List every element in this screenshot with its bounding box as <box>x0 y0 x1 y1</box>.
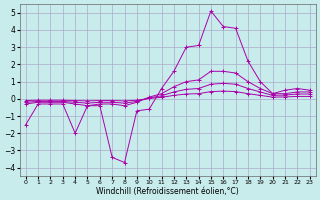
X-axis label: Windchill (Refroidissement éolien,°C): Windchill (Refroidissement éolien,°C) <box>96 187 239 196</box>
